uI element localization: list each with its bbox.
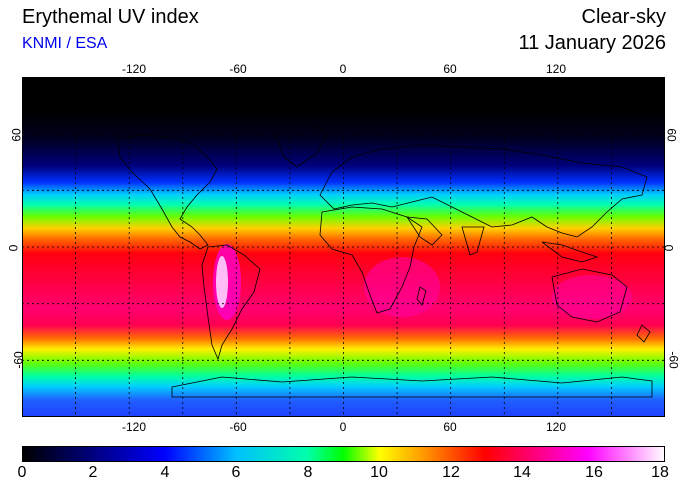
date-label: 11 January 2026 [518, 32, 666, 54]
page-title: Erythemal UV index [22, 6, 199, 28]
colorbar-tick-label: 14 [513, 464, 531, 481]
top-lon-tick: -60 [229, 62, 247, 76]
colorbar-tick-label: 10 [370, 464, 388, 481]
top-lon-tick: 120 [545, 62, 567, 76]
right-lat-tick: 60 [664, 128, 679, 142]
uv-colorbar [22, 446, 665, 462]
colorbar-tick-label: 8 [303, 464, 313, 481]
australia-high-uv [552, 275, 632, 319]
data-credit: KNMI / ESA [22, 35, 108, 52]
bottom-lon-tick: -120 [121, 420, 147, 434]
top-lon-tick: 60 [443, 62, 457, 76]
colorbar-tick-label: 12 [442, 464, 460, 481]
colorbar-tick-label: 16 [585, 464, 603, 481]
top-lon-tick: -120 [121, 62, 147, 76]
colorbar-tick-label: 4 [160, 464, 170, 481]
bottom-lon-tick: 0 [339, 420, 347, 434]
colorbar-tick-label: 2 [88, 464, 98, 481]
colorbar-tick-label: 0 [17, 464, 27, 481]
colorbar-tick-label: 6 [231, 464, 241, 481]
sky-type-label: Clear-sky [581, 6, 666, 28]
bottom-lon-tick: 60 [443, 420, 457, 434]
left-lat-tick: 0 [6, 244, 21, 252]
bottom-lon-tick: 120 [545, 420, 567, 434]
graticule [22, 77, 665, 417]
top-lon-tick: 0 [339, 62, 347, 76]
uv-index-map [22, 77, 665, 417]
andes-peak-uv [216, 256, 228, 308]
bottom-lon-tick: -60 [229, 420, 247, 434]
coastlines [116, 122, 653, 398]
colorbar-tick-label: 18 [651, 464, 669, 481]
right-lat-tick: -60 [666, 351, 681, 369]
